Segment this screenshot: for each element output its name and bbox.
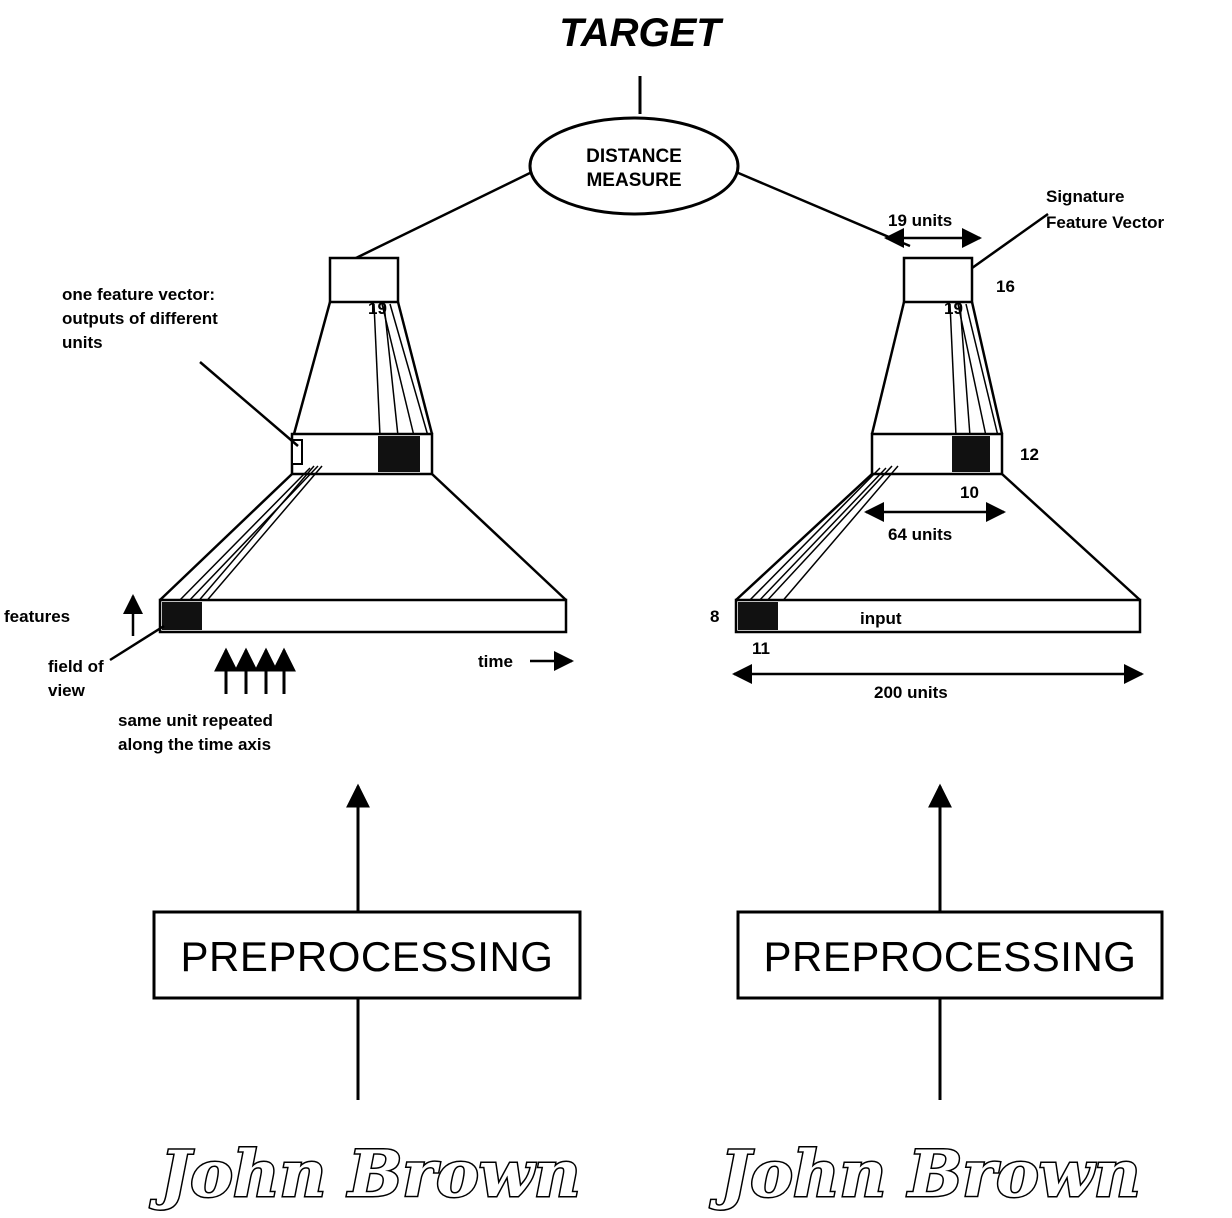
features-label: features	[4, 607, 70, 626]
left-annotation-line3: units	[62, 333, 103, 352]
left-output-layer	[328, 256, 400, 304]
input-label: input	[860, 609, 902, 628]
signature-vector-line1: Signature	[1046, 187, 1124, 206]
connector-left	[355, 170, 533, 260]
left-input-receptive-field	[162, 602, 202, 630]
right-num-12: 12	[1020, 445, 1039, 464]
time-label: time	[478, 652, 513, 671]
right-signature-image: John Brown	[709, 1137, 1140, 1212]
left-preprocessing-label: PREPROCESSING	[181, 933, 554, 980]
left-annotation-pointer	[199, 361, 299, 447]
signature-vector-line2: Feature Vector	[1046, 213, 1164, 232]
field-of-view-pointer	[109, 624, 165, 662]
right-input-layer	[734, 598, 1142, 634]
distance-measure-line2: MEASURE	[586, 170, 681, 191]
left-top-num: 19	[368, 299, 387, 318]
left-preprocessing-box	[152, 910, 582, 1000]
distance-measure-node	[528, 116, 740, 216]
right-preprocessing-label: PREPROCESSING	[764, 933, 1137, 980]
connector-right	[735, 170, 911, 248]
repeated-line1: same unit repeated	[118, 711, 273, 730]
bottom-width-label: 200 units	[874, 683, 948, 702]
left-network: 19 one feature vector: outputs of differ…	[4, 256, 574, 754]
left-annotation-line1: one feature vector:	[62, 285, 215, 304]
right-num-16: 16	[996, 277, 1015, 296]
left-annotation-line2: outputs of different	[62, 309, 218, 328]
right-preprocessing-box	[736, 910, 1164, 1000]
right-num-8: 8	[710, 607, 719, 626]
right-network: 19 units Signature Feature Vector 16 19 …	[710, 187, 1164, 702]
target-title: TARGET	[559, 11, 724, 55]
field-of-view-line2: view	[48, 681, 86, 700]
right-top-num: 19	[944, 299, 963, 318]
right-input-receptive-field	[738, 602, 778, 630]
left-signature-image: John Brown	[149, 1137, 580, 1212]
right-output-layer	[902, 256, 974, 304]
top-width-label: 19 units	[888, 211, 952, 230]
right-num-11: 11	[752, 639, 770, 658]
mid-width-label: 64 units	[888, 525, 952, 544]
right-num-10: 10	[960, 483, 979, 502]
distance-measure-line1: DISTANCE	[586, 146, 682, 167]
left-hidden-receptive-field	[378, 436, 420, 472]
right-hidden-receptive-field	[952, 436, 990, 472]
left-input-layer	[158, 598, 568, 634]
field-of-view-line1: field of	[48, 657, 104, 676]
repeated-line2: along the time axis	[118, 735, 271, 754]
